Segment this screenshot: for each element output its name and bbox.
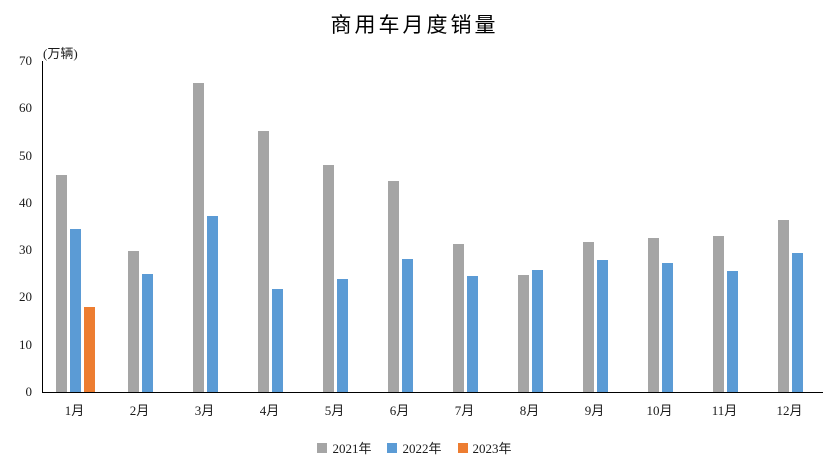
bar-2021年-4月 <box>258 131 269 392</box>
y-tick-label: 0 <box>25 384 33 399</box>
chart-title: 商用车月度销量 <box>330 13 499 37</box>
y-tick-label: 50 <box>19 147 32 163</box>
plot-area <box>42 61 823 393</box>
legend-item-2021年: 2021年 <box>317 438 371 457</box>
bar-group-3月 <box>173 61 238 392</box>
x-tick-label: 4月 <box>259 403 280 418</box>
bar-group-8月 <box>498 61 563 392</box>
bar-group-4月 <box>238 61 303 392</box>
legend-swatch-icon <box>457 442 468 453</box>
x-tick-label: 3月 <box>194 403 215 418</box>
x-tick-label: 1月 <box>64 403 85 418</box>
bar-2021年-12月 <box>778 219 789 392</box>
legend-label: 2021年 <box>332 441 372 456</box>
bar-2021年-8月 <box>518 275 529 392</box>
bar-group-12月 <box>758 61 823 392</box>
y-axis-unit-label: (万辆) <box>43 46 78 61</box>
bar-2021年-2月 <box>128 250 139 392</box>
y-tick-label: 60 <box>19 100 32 116</box>
bar-group-6月 <box>368 61 433 392</box>
legend-item-2023年: 2023年 <box>457 438 512 457</box>
x-tick-label: 2月 <box>129 403 150 418</box>
bar-2022年-6月 <box>402 259 413 392</box>
bar-group-9月 <box>563 61 628 392</box>
bar-2022年-4月 <box>272 289 283 392</box>
y-tick-label: 20 <box>19 289 32 305</box>
bar-2021年-10月 <box>648 238 659 392</box>
x-tick-label: 10月 <box>646 403 673 418</box>
x-tick-label: 8月 <box>519 403 540 418</box>
bar-group-1月 <box>43 61 108 392</box>
bar-2021年-9月 <box>583 242 594 392</box>
y-tick-label: 40 <box>19 194 32 210</box>
x-tick-label: 11月 <box>711 403 738 418</box>
bar-group-5月 <box>303 61 368 392</box>
bar-2022年-8月 <box>532 270 543 392</box>
legend: 2021年 2022年 2023年 <box>0 438 829 457</box>
legend-swatch-icon <box>317 442 328 453</box>
x-tick-label: 12月 <box>776 403 803 418</box>
bar-2021年-11月 <box>713 235 724 392</box>
legend-item-2022年: 2022年 <box>387 438 442 457</box>
bar-group-11月 <box>693 61 758 392</box>
bar-2022年-10月 <box>662 262 673 392</box>
bar-2021年-6月 <box>388 181 399 392</box>
y-tick-label: 70 <box>19 53 32 68</box>
bar-2022年-12月 <box>792 253 803 392</box>
bar-2022年-9月 <box>597 260 608 392</box>
bar-group-10月 <box>628 61 693 392</box>
bar-2022年-7月 <box>467 276 478 392</box>
bar-2022年-3月 <box>207 216 218 392</box>
y-tick-label: 10 <box>19 336 32 352</box>
bar-2021年-1月 <box>56 174 67 392</box>
bar-2023年-1月 <box>84 306 95 392</box>
bar-2022年-1月 <box>70 228 81 392</box>
bar-group-2月 <box>108 61 173 392</box>
x-tick-label: 7月 <box>454 403 475 418</box>
bar-2021年-7月 <box>453 243 464 392</box>
bar-2021年-5月 <box>323 164 334 392</box>
legend-label: 2022年 <box>402 441 442 456</box>
bar-2022年-2月 <box>142 273 153 392</box>
bar-2021年-3月 <box>193 83 204 392</box>
x-tick-label: 9月 <box>584 403 605 418</box>
bar-2022年-5月 <box>337 278 348 392</box>
x-tick-label: 5月 <box>324 403 345 418</box>
legend-swatch-icon <box>387 442 398 453</box>
bar-2022年-11月 <box>727 271 738 392</box>
x-tick-label: 6月 <box>389 403 410 418</box>
y-tick-label: 30 <box>19 242 32 258</box>
legend-label: 2023年 <box>472 441 512 456</box>
x-axis: 1月 2月 3月 4月 5月 6月 7月 8月 9月 10月 11月 12月 <box>42 400 822 419</box>
bar-group-7月 <box>433 61 498 392</box>
